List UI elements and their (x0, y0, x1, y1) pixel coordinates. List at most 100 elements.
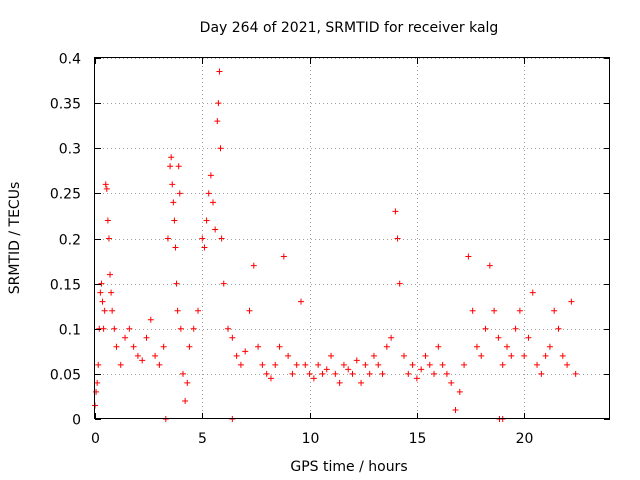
data-point (332, 370, 339, 377)
data-points (92, 68, 579, 422)
data-point (542, 352, 549, 359)
data-point (102, 181, 109, 188)
data-point (396, 280, 403, 287)
y-tick-label: 0.05 (50, 368, 81, 384)
data-point (217, 145, 224, 152)
data-point (105, 235, 112, 242)
data-point (103, 185, 110, 192)
data-point (379, 370, 386, 377)
data-point (366, 370, 373, 377)
data-point (418, 366, 425, 373)
data-point (246, 307, 253, 314)
data-point (353, 357, 360, 364)
x-tick-label: 20 (516, 431, 534, 447)
data-point (229, 334, 236, 341)
data-point (113, 343, 120, 350)
data-point (452, 406, 459, 413)
data-point (126, 325, 133, 332)
data-point (478, 352, 485, 359)
data-point (233, 352, 240, 359)
data-point (572, 370, 579, 377)
data-point (422, 352, 429, 359)
data-point (293, 361, 300, 368)
data-point (426, 361, 433, 368)
data-point (328, 352, 335, 359)
data-point (201, 244, 208, 251)
data-point (486, 262, 493, 269)
data-point (179, 370, 186, 377)
data-point (94, 379, 101, 386)
data-point (443, 370, 450, 377)
x-tick-label: 5 (198, 431, 207, 447)
data-point (216, 68, 223, 75)
data-point (516, 307, 523, 314)
data-point (263, 370, 270, 377)
data-point (504, 343, 510, 350)
data-point (568, 298, 575, 305)
data-point (99, 298, 106, 305)
data-point (323, 366, 330, 373)
data-point (358, 379, 365, 386)
data-point (152, 352, 159, 359)
data-point (169, 181, 176, 188)
data-point (315, 361, 322, 368)
data-point (276, 343, 283, 350)
data-point (156, 361, 163, 368)
data-point (551, 307, 558, 314)
data-point (98, 280, 105, 287)
data-point (167, 163, 174, 170)
y-tick-label: 0.25 (50, 187, 81, 203)
data-point (473, 343, 480, 350)
data-point (521, 352, 528, 359)
data-point (491, 307, 498, 314)
data-point (388, 334, 395, 341)
data-point (174, 307, 181, 314)
y-axis-label: SRMTID / TECUs (7, 182, 23, 295)
x-tick-label: 0 (91, 431, 100, 447)
data-point (306, 370, 313, 377)
data-point (259, 361, 266, 368)
grid (95, 58, 610, 419)
y-tick-label: 0 (72, 413, 81, 429)
y-tick-label: 0.15 (50, 278, 81, 294)
data-point (345, 366, 352, 373)
data-point (176, 190, 183, 197)
data-point (525, 334, 532, 341)
data-point (546, 343, 553, 350)
data-point (160, 343, 167, 350)
data-point (134, 352, 141, 359)
data-point (210, 199, 217, 206)
data-point (164, 235, 171, 242)
data-point (439, 361, 446, 368)
data-point (108, 289, 115, 296)
data-point (212, 226, 219, 233)
data-point (139, 357, 146, 364)
data-point (101, 307, 108, 314)
data-point (336, 379, 343, 386)
data-point (401, 352, 407, 359)
data-point (207, 172, 214, 179)
data-point (203, 217, 210, 224)
data-point (143, 334, 150, 341)
data-point (538, 370, 545, 377)
data-point (512, 325, 519, 332)
data-point (383, 343, 390, 350)
data-point (218, 235, 225, 242)
data-point (289, 370, 296, 377)
x-tick-label: 15 (409, 431, 427, 447)
data-point (214, 118, 221, 125)
data-point (215, 100, 222, 107)
data-point (349, 370, 356, 377)
data-point (280, 253, 287, 260)
data-point (170, 199, 177, 206)
data-point (555, 325, 562, 332)
data-point (195, 307, 201, 314)
data-point (448, 379, 455, 386)
data-point (95, 361, 102, 368)
data-point (93, 388, 100, 395)
data-point (172, 244, 179, 251)
y-tick-label: 0.35 (50, 97, 81, 113)
chart-title: Day 264 of 2021, SRMTID for receiver kal… (200, 20, 499, 36)
data-point (340, 361, 347, 368)
